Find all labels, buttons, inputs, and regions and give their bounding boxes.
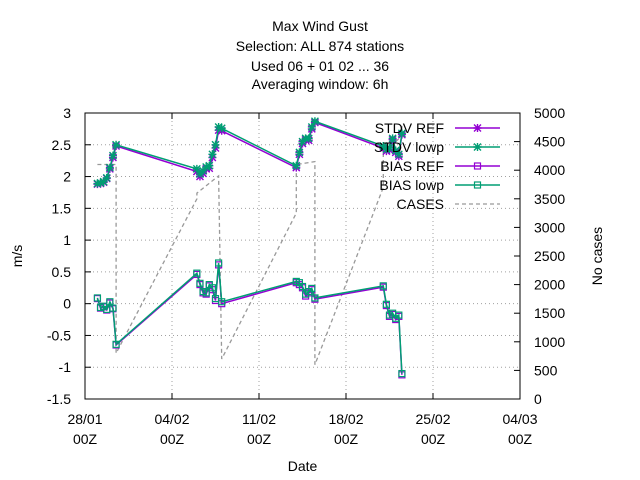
y-tick-label: -1.5 [47,391,71,407]
data-point-bias-lowp [93,294,102,302]
y-tick-label: 1.5 [52,200,72,216]
data-point-bias-lowp [298,282,307,291]
data-point-stdv-lowp [108,151,117,160]
x-tick-label: 04/02 [154,411,189,427]
data-point-stdv-lowp [397,129,406,138]
y2-tick-label: 5000 [534,105,565,121]
x-tick-label: 00Z [73,431,98,447]
chart-title-line-3: Used 06 + 01 02 ... 36 [250,58,390,74]
legend-marker [473,181,482,189]
data-point-bias-lowp [395,311,403,319]
y2-tick-label: 1000 [534,334,565,350]
data-point-bias-lowp [311,294,319,302]
x-tick-label: 00Z [160,431,185,447]
legend-label: BIAS REF [380,158,444,174]
y2-tick-label: 3000 [534,219,565,235]
x-tick-label: 00Z [247,431,272,447]
data-point-bias-lowp [215,259,223,267]
y-tick-label: 1 [63,232,71,248]
data-point-stdv-lowp [217,124,226,133]
data-point-stdv-lowp [385,143,394,152]
y-tick-label: -0.5 [47,327,71,343]
data-point-stdv-lowp [214,122,223,131]
data-point-bias-lowp [193,269,201,277]
y2-axis-label: No cases [589,227,605,285]
data-point-stdv-lowp [307,122,316,131]
y2-tick-label: 4500 [534,134,565,150]
data-point-bias-lowp [109,304,117,312]
data-point-stdv-lowp [310,117,319,126]
y-tick-label: 0 [63,296,71,312]
chart-title-line-4: Averaging window: 6h [251,76,389,92]
legend-marker [473,124,482,132]
x-axis-label: Date [288,458,318,474]
series-line-stdv-lowp [97,120,403,185]
x-tick-label: 18/02 [328,411,363,427]
x-tick-label: 28/01 [67,411,102,427]
data-point-stdv-lowp [96,178,105,187]
x-tick-label: 00Z [421,431,446,447]
y2-tick-label: 3500 [534,191,565,207]
data-point-stdv-lowp [304,134,313,143]
x-tick-label: 25/02 [415,411,450,427]
y-tick-label: 3 [63,105,71,121]
data-point-stdv-lowp [388,134,397,143]
y2-tick-label: 0 [534,391,542,407]
series-line-bias-lowp [96,262,403,374]
x-tick-label: 11/02 [242,411,276,427]
data-point-stdv-lowp [292,161,301,170]
y2-tick-label: 2500 [534,248,565,264]
data-point-bias-lowp [218,298,226,306]
data-point-bias-lowp [202,289,210,297]
data-point-stdv-lowp [202,163,211,172]
x-tick-label: 04/03 [502,411,537,427]
legend-label: STDV lowp [374,139,444,155]
data-point-bias-lowp [398,369,406,378]
data-point-stdv-lowp [105,163,114,172]
data-point-bias-lowp [379,282,387,290]
data-point-bias-lowp [196,279,204,287]
y-axis-label: m/s [9,245,25,268]
series-line-cases [97,124,403,365]
legend-label: STDV REF [375,120,444,136]
y2-tick-label: 500 [534,362,558,378]
x-tick-label: 00Z [334,431,359,447]
y-tick-label: -1 [59,359,72,375]
y2-tick-label: 2000 [534,277,565,293]
data-point-bias-lowp [112,340,120,348]
data-point-stdv-lowp [295,148,304,157]
data-point-stdv-lowp [205,161,214,170]
y-tick-label: 2 [63,169,71,185]
y-tick-label: 0.5 [52,264,72,280]
data-point-stdv-lowp [102,173,111,182]
legend-label: CASES [397,196,444,212]
y2-tick-label: 4000 [534,162,565,178]
data-point-bias-lowp [382,300,390,308]
data-point-stdv-lowp [208,150,217,159]
data-point-stdv-lowp [394,150,403,159]
x-tick-label: 00Z [508,431,533,447]
legend-marker [473,162,482,170]
legend-marker [473,143,482,151]
y-tick-label: 2.5 [52,137,72,153]
chart-title-line-1: Max Wind Gust [272,18,368,34]
legend-label: BIAS lowp [379,177,444,193]
data-point-stdv-lowp [211,140,220,149]
chart-title-line-2: Selection: ALL 874 stations [235,38,405,54]
y2-tick-label: 1500 [534,305,565,321]
data-point-bias-lowp [208,284,216,292]
data-point-stdv-lowp [112,140,121,149]
data-point-stdv-lowp [192,164,201,173]
data-point-bias-lowp [308,284,316,293]
data-point-stdv-lowp [382,145,391,154]
